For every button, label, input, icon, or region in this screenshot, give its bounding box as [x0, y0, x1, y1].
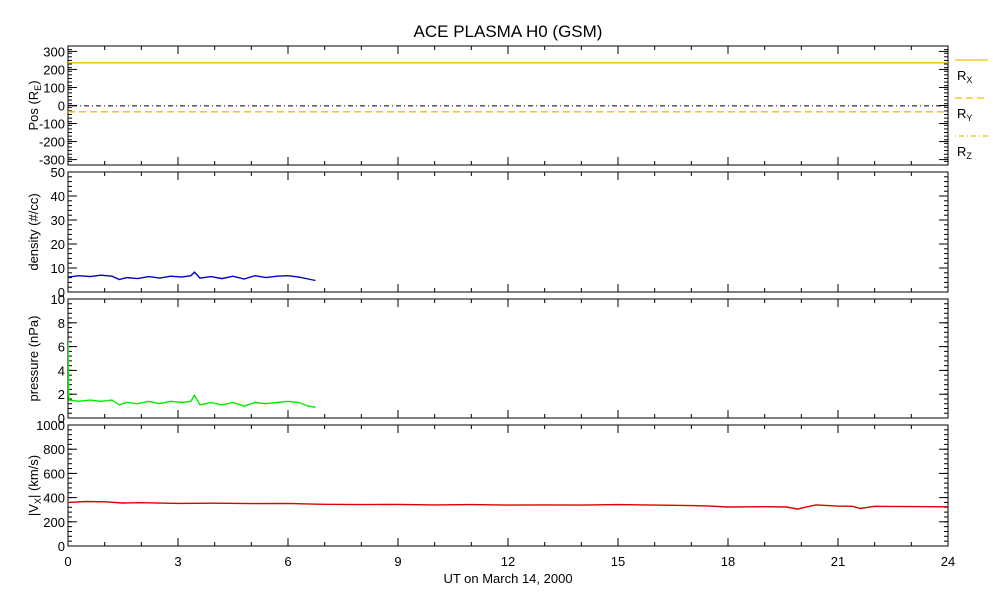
velocity-y-tick-label: 0	[58, 539, 65, 554]
density-panel: 0 10 20 30 40 50 density (#/cc)	[26, 165, 949, 300]
density-series-line	[68, 271, 316, 282]
velocity-y-axis-label: |VX| (km/s)	[26, 455, 43, 516]
velocity-plot-frame	[67, 424, 949, 547]
density-y-tick-label: 0	[58, 285, 65, 300]
chart-title: ACE PLASMA H0 (GSM)	[414, 22, 603, 41]
x-axis-label: UT on March 14, 2000	[443, 571, 572, 586]
velocity-series-line	[68, 500, 948, 510]
velocity-y-tick-label: 600	[43, 466, 65, 481]
pressure-y-tick-label: 6	[58, 340, 65, 355]
position-y-tick-label: 0	[58, 99, 65, 114]
legend-label-z: RZ	[957, 144, 972, 161]
position-y-tick-label: -100	[39, 117, 65, 132]
density-y-tick-label: 40	[51, 189, 65, 204]
pressure-y-tick-label: 4	[58, 363, 65, 378]
position-legend: RX RY RZ	[955, 59, 988, 161]
pressure-plot-frame	[67, 298, 949, 419]
x-tick-label: 12	[501, 554, 515, 569]
x-tick-label: 18	[721, 554, 735, 569]
density-y-tick-label: 20	[51, 237, 65, 252]
velocity-panel: 0 200 400 600 800 1000 |VX| (km/s) 0 3 6 9 12 15 18 21…	[26, 418, 955, 569]
position-y-tick-label: 200	[43, 62, 65, 77]
velocity-y-tick-label: 1000	[36, 418, 65, 433]
density-y-tick-label: 10	[51, 261, 65, 276]
x-tick-label: 15	[611, 554, 625, 569]
x-tick-label: 6	[284, 554, 291, 569]
pressure-y-tick-label: 8	[58, 316, 65, 331]
position-y-tick-label: 100	[43, 80, 65, 95]
pressure-y-tick-label: 0	[58, 411, 65, 426]
pressure-y-tick-label: 2	[58, 387, 65, 402]
velocity-y-tick-label: 200	[43, 515, 65, 530]
density-y-axis-label: density (#/cc)	[26, 193, 41, 270]
pressure-panel: 0 2 4 6 8 10 pressure (nPa)	[26, 292, 949, 426]
pressure-y-tick-label: 10	[51, 292, 65, 307]
position-y-tick-label: -300	[39, 153, 65, 168]
legend-label-y: RY	[957, 106, 972, 123]
density-plot-frame	[67, 171, 949, 293]
pressure-y-axis-label: pressure (nPa)	[26, 316, 41, 402]
x-tick-label: 0	[64, 554, 71, 569]
legend-label-x: RX	[957, 68, 972, 85]
x-tick-label: 3	[174, 554, 181, 569]
density-y-tick-label: 30	[51, 213, 65, 228]
velocity-y-tick-label: 400	[43, 491, 65, 506]
position-y-tick-label: 300	[43, 44, 65, 59]
pressure-series-line	[68, 340, 316, 408]
x-tick-label: 21	[831, 554, 845, 569]
position-y-axis-label: Pos (RE)	[26, 80, 43, 130]
x-tick-label: 24	[941, 554, 955, 569]
velocity-y-tick-label: 800	[43, 442, 65, 457]
position-y-tick-label: -200	[39, 135, 65, 150]
density-y-tick-label: 50	[51, 165, 65, 180]
position-panel: -300 -200 -100 0 100 200 300 Pos (RE) RX RY RZ	[26, 44, 988, 168]
x-tick-label: 9	[394, 554, 401, 569]
